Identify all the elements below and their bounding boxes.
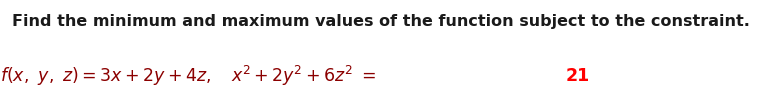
Text: Find the minimum and maximum values of the function subject to the constraint.: Find the minimum and maximum values of t… [11,14,750,29]
Text: 21: 21 [566,67,591,85]
Text: $f(x,\ y,\ z) = 3x + 2y + 4z, \quad x^2 + 2y^2 + 6z^2\ =$: $f(x,\ y,\ z) = 3x + 2y + 4z, \quad x^2 … [0,64,377,88]
